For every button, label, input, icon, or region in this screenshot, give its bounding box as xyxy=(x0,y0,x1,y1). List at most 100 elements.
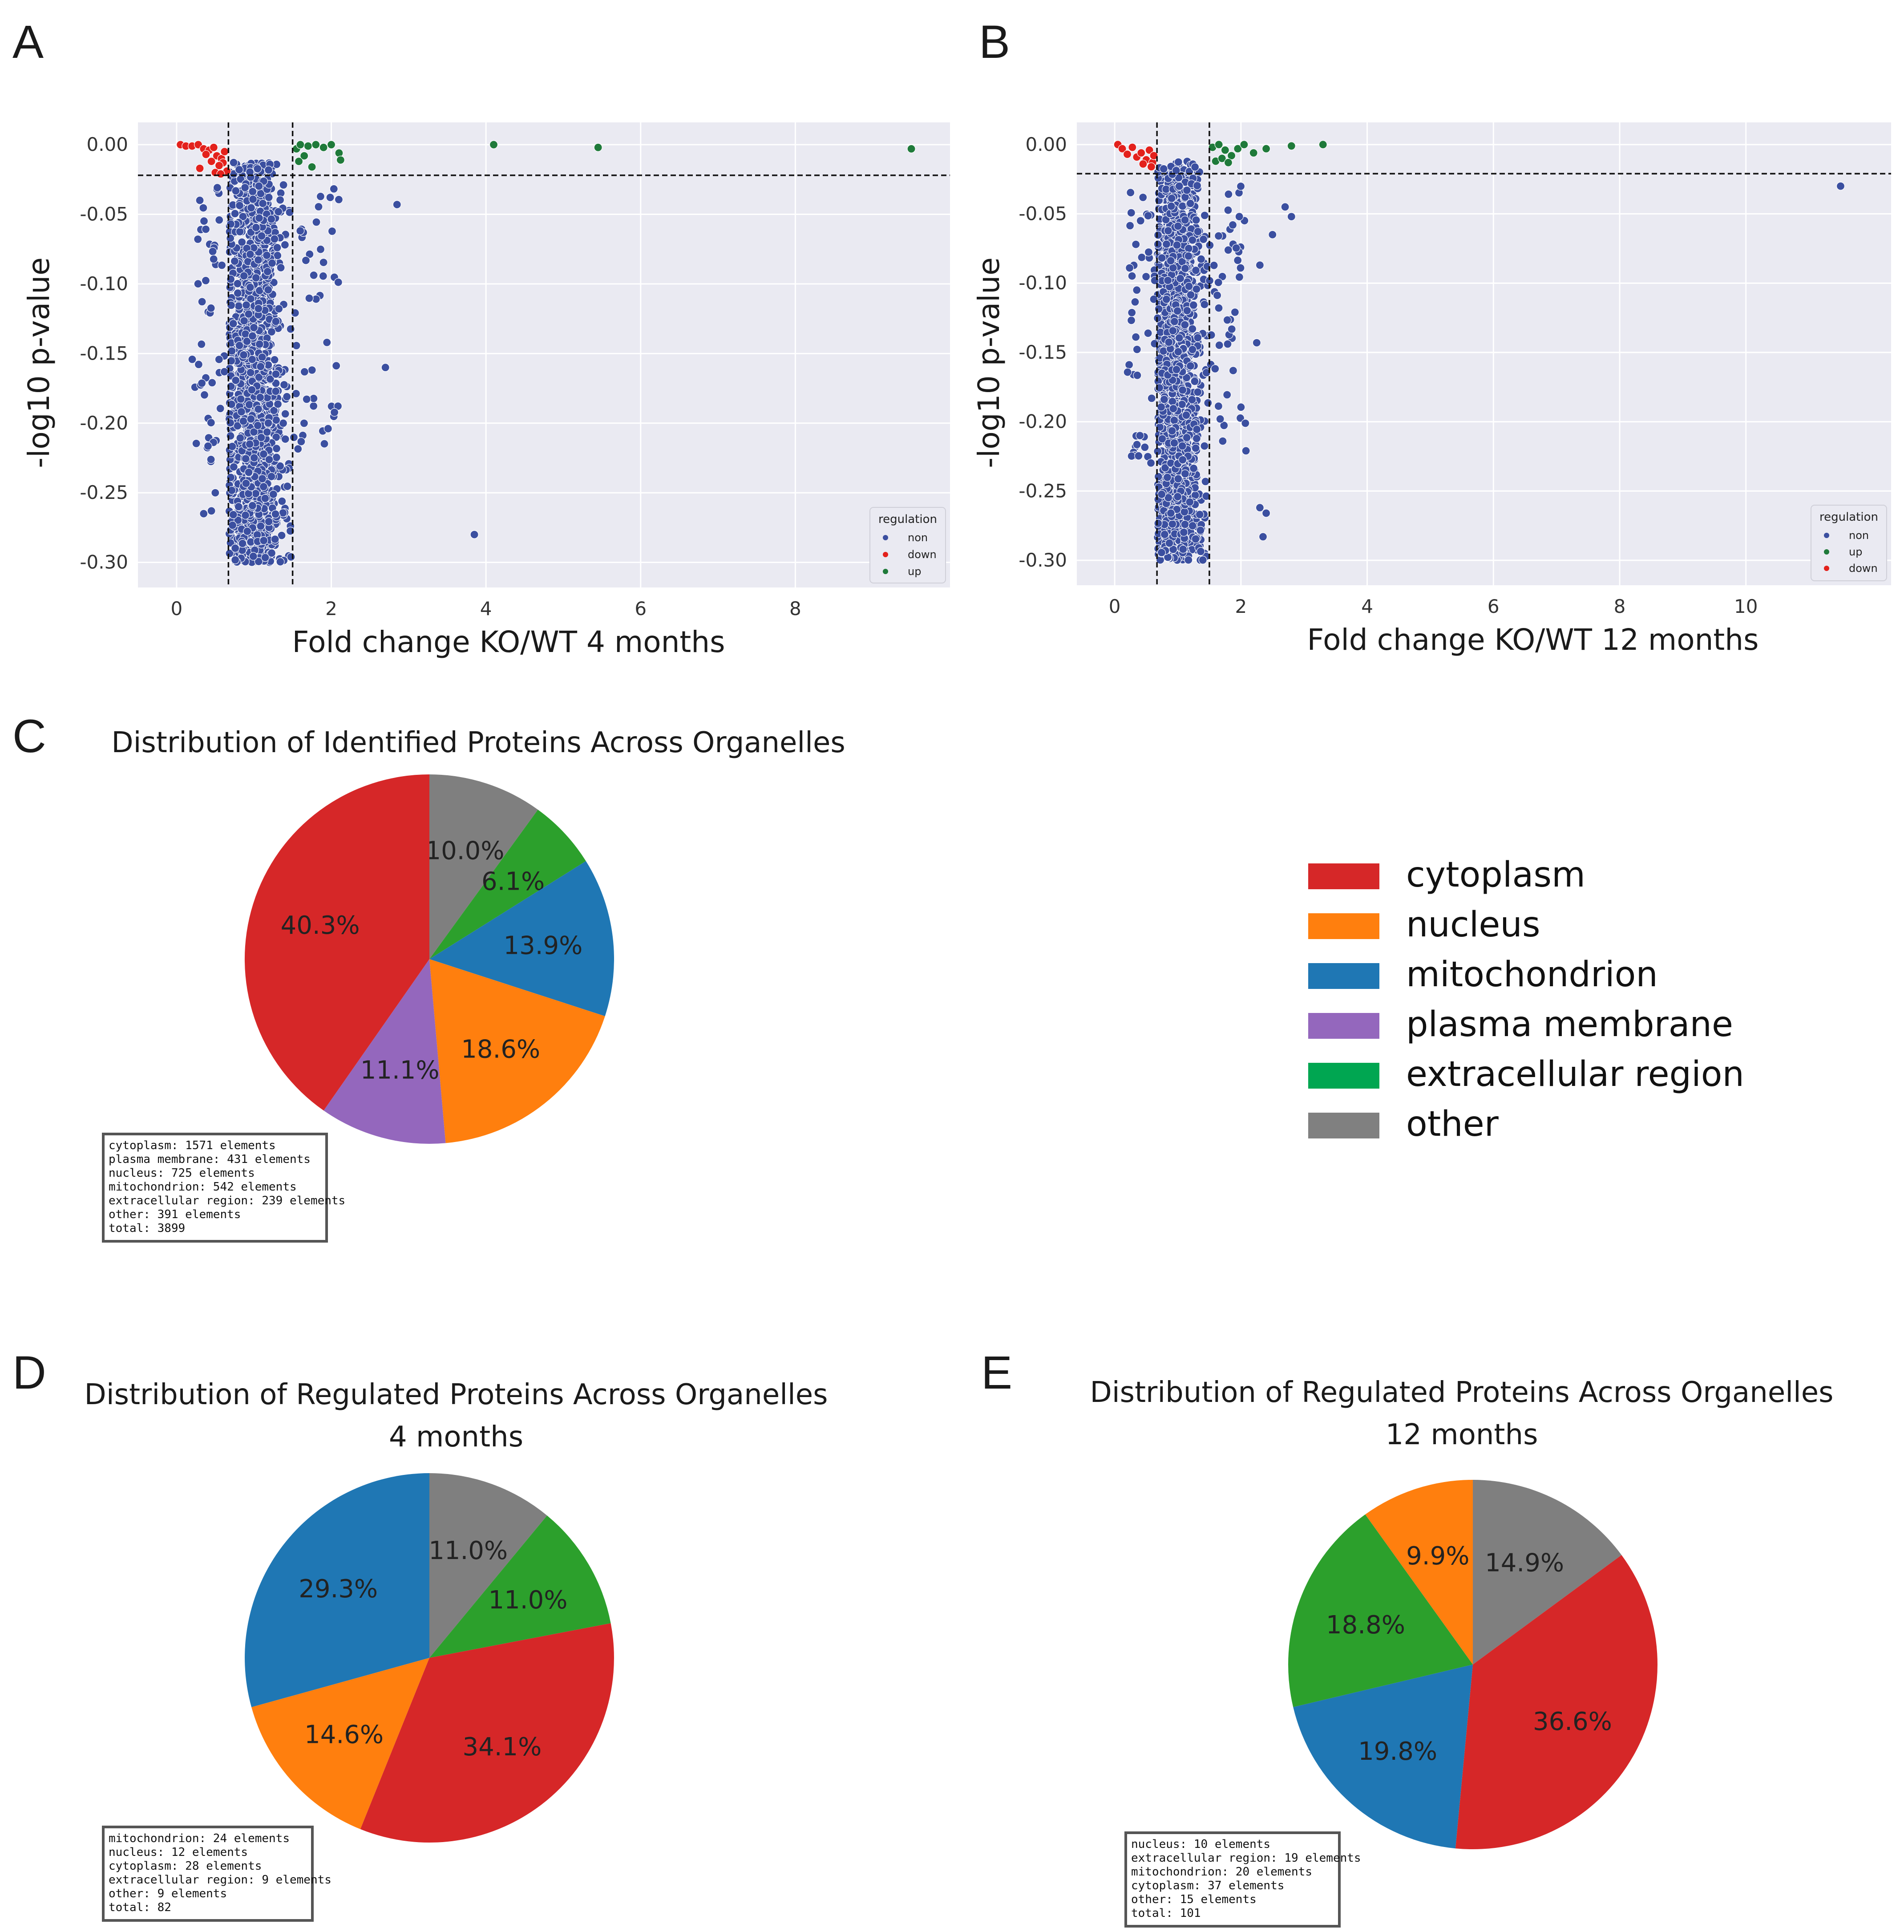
data-point-non xyxy=(253,164,262,173)
data-point-non xyxy=(243,527,252,536)
data-point-non xyxy=(1241,419,1250,428)
data-point-non xyxy=(1179,528,1188,537)
data-point-non xyxy=(271,387,280,396)
data-point-non xyxy=(1136,216,1145,225)
pie-c: 10.0%6.1% 13.9% 18.6% 11.1% 40.3% xyxy=(244,774,614,1144)
data-point-non xyxy=(265,455,274,464)
y-tick-label: -0.10 xyxy=(80,273,128,295)
pie-label-cytoplasm: 40.3% xyxy=(281,911,360,940)
data-point-non xyxy=(225,549,234,558)
data-point-non xyxy=(256,522,265,531)
data-point-up xyxy=(311,140,320,149)
data-point-non xyxy=(1287,212,1296,221)
data-point-non xyxy=(264,166,273,174)
info-line: total: 3899 xyxy=(109,1222,185,1235)
data-point-non xyxy=(258,474,267,483)
info-line: other: 391 elements xyxy=(109,1208,241,1221)
data-point-non xyxy=(1189,300,1198,310)
data-point-non xyxy=(198,297,206,306)
data-point-non xyxy=(1157,402,1166,412)
data-point-non xyxy=(1192,215,1201,224)
data-point-non xyxy=(1157,490,1166,499)
x-axis-title-b: Fold change KO/WT 12 months xyxy=(1307,623,1758,657)
data-point-non xyxy=(1223,390,1232,399)
legend-label-extracellular-region: extracellular region xyxy=(1406,1054,1744,1094)
data-point-non xyxy=(1134,451,1143,460)
data-point-non xyxy=(209,255,218,263)
data-point-non xyxy=(1188,235,1197,245)
data-point-up xyxy=(1221,146,1229,154)
data-point-non xyxy=(1188,324,1197,333)
data-point-non xyxy=(1180,320,1189,329)
pie-d: 11.0% 11.0% 34.1% 14.6% 29.3% xyxy=(245,1473,614,1843)
data-point-non xyxy=(271,317,280,326)
data-point-non xyxy=(201,276,210,285)
data-point-non xyxy=(218,261,226,270)
data-point-non xyxy=(245,440,254,449)
data-point-non xyxy=(281,409,290,418)
legend-title-a: regulation xyxy=(878,513,937,526)
legend-entry-b-0: non xyxy=(1849,529,1869,542)
legend-entry-a-2: up xyxy=(908,565,921,578)
data-point-non xyxy=(1125,263,1134,272)
data-point-non xyxy=(272,433,281,441)
data-point-non xyxy=(1193,425,1201,434)
data-point-non xyxy=(228,521,237,530)
info-line: mitochondrion: 542 elements xyxy=(109,1180,297,1194)
data-point-non xyxy=(279,380,289,389)
data-point-non xyxy=(1214,401,1223,411)
data-point-non xyxy=(1168,426,1176,435)
data-point-down xyxy=(1139,159,1148,169)
data-point-up xyxy=(1240,140,1249,149)
data-point-non xyxy=(305,294,314,303)
data-point-non xyxy=(1162,295,1171,304)
data-point-non xyxy=(1140,443,1149,452)
data-point-non xyxy=(188,355,197,364)
data-point-non xyxy=(326,193,335,202)
data-point-non xyxy=(248,501,257,510)
info-line: cytoplasm: 28 elements xyxy=(109,1859,262,1873)
legend-entry-a-0: non xyxy=(908,531,928,544)
pie-label-extracellular-region: 11.0% xyxy=(489,1586,568,1615)
data-point-non xyxy=(1166,509,1175,518)
legend-marker-non-b xyxy=(1824,533,1829,538)
pie-e: 14.9% 36.6% 19.8% 18.8% 9.9% xyxy=(1288,1480,1658,1850)
data-point-non xyxy=(242,300,251,310)
data-point-non xyxy=(1235,212,1244,221)
data-point-non xyxy=(1164,338,1173,347)
data-point-non xyxy=(1201,477,1210,486)
data-point-down xyxy=(216,170,225,178)
pie-chart-d: Distribution of Regulated Proteins Acros… xyxy=(85,1378,828,1922)
pie-label-other: 14.9% xyxy=(1485,1548,1564,1577)
y-tick-label: 0.00 xyxy=(1025,134,1067,155)
pie-label-cytoplasm: 34.1% xyxy=(462,1733,542,1762)
data-point-non xyxy=(276,557,285,566)
data-point-non xyxy=(236,394,245,404)
data-point-non xyxy=(264,285,273,294)
data-point-non xyxy=(257,231,266,240)
data-point-non xyxy=(1186,290,1195,300)
data-point-non xyxy=(234,301,243,311)
volcano-plot-a: 0 2 4 6 80.00-0.05-0.10-0.15-0.20-0.25-0.30 … xyxy=(22,122,950,659)
data-point-non xyxy=(1136,431,1144,440)
data-point-non xyxy=(229,510,238,519)
data-point-up xyxy=(1249,148,1258,158)
data-point-non xyxy=(1188,395,1197,404)
legend-swatch-nucleus xyxy=(1308,913,1379,939)
data-point-non xyxy=(248,187,257,196)
data-point-up xyxy=(1224,158,1233,167)
data-point-non xyxy=(256,393,265,402)
data-point-non xyxy=(247,203,256,212)
data-point-non xyxy=(249,323,259,332)
data-point-non xyxy=(1126,188,1135,197)
data-point-non xyxy=(1214,231,1223,240)
panel-letter-d: D xyxy=(12,1347,46,1399)
data-point-down xyxy=(209,143,218,152)
data-point-non xyxy=(250,453,259,462)
data-point-non xyxy=(273,400,283,409)
data-point-non xyxy=(248,195,258,204)
data-point-non xyxy=(230,257,239,266)
data-point-non xyxy=(228,442,237,451)
